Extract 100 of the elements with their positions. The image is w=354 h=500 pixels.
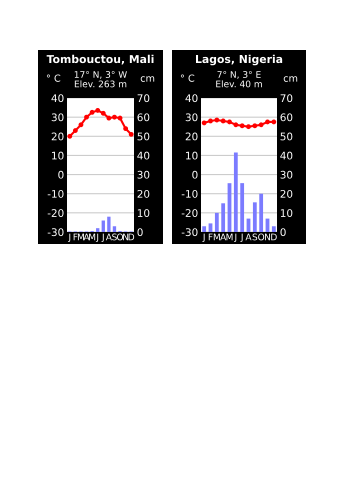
y2-tick-label: 70: [280, 94, 292, 102]
bar: [214, 212, 219, 232]
bar: [96, 228, 100, 232]
x-tick-label: F: [74, 234, 78, 240]
point: [118, 116, 122, 121]
point: [214, 118, 220, 122]
x-tick-label: S: [112, 234, 117, 240]
bar: [208, 223, 212, 232]
y2-tick-label: 0: [137, 228, 143, 236]
point: [78, 122, 84, 128]
chart-subtitle: 17° N, 3° W Elev. 263 m: [74, 71, 127, 88]
y2-tick-label: 0: [280, 228, 286, 236]
y-tick-label: 0: [58, 170, 64, 179]
point: [271, 119, 276, 124]
x-tick-label: N: [265, 234, 270, 240]
y2-tick-label: 20: [280, 190, 292, 198]
x-tick-label: A: [84, 234, 90, 240]
x-tick-label: J: [68, 234, 70, 242]
point: [100, 110, 106, 116]
y2-tick-label: 70: [138, 94, 150, 102]
x-tick-label: J: [101, 234, 104, 242]
y-tick-label: 0: [192, 170, 198, 179]
x-tick-label: O: [258, 234, 264, 240]
y-axis-title: ° C: [180, 74, 194, 82]
x-tick-label: A: [106, 234, 112, 240]
point: [106, 116, 112, 121]
x-tick-label: M: [226, 234, 233, 240]
y2-tick-label: 60: [280, 113, 292, 122]
x-tick-label: O: [116, 234, 124, 240]
y-tick-label: -30: [48, 228, 64, 236]
x-tick-label: S: [252, 234, 258, 240]
bar: [234, 152, 238, 232]
y2-tick-label: 10: [138, 209, 150, 217]
x-tick-label: N: [123, 234, 128, 240]
y-tick-label: -30: [182, 228, 198, 236]
bar: [259, 194, 264, 232]
y-tick-label: 40: [51, 94, 64, 102]
y2-tick-label: 10: [280, 209, 292, 217]
y2-axis-title: cm: [284, 76, 298, 82]
bar: [107, 216, 111, 232]
bar: [246, 218, 250, 232]
point: [246, 124, 251, 130]
y2-tick-label: 60: [138, 113, 150, 122]
chart-title: Tombouctou, Mali: [46, 54, 154, 65]
y2-tick-label: 40: [137, 152, 150, 160]
point: [258, 122, 264, 128]
point: [123, 126, 128, 132]
y-tick-label: -20: [48, 209, 64, 217]
point: [67, 134, 72, 139]
y-tick-label: 40: [185, 94, 198, 102]
x-tick-label: M: [214, 234, 220, 240]
chart-title: Lagos, Nigeria: [196, 54, 282, 66]
y2-tick-label: 30: [138, 170, 150, 179]
point: [90, 110, 95, 115]
point: [202, 120, 207, 126]
x-tick-label: D: [128, 234, 134, 240]
point: [240, 123, 245, 128]
point: [252, 123, 258, 128]
y-tick-label: 10: [186, 152, 198, 160]
chart-subtitle: 7° N, 3° E Elev. 40 m: [216, 71, 262, 88]
y-tick-label: -20: [182, 209, 198, 217]
x-tick-label: M: [89, 234, 96, 240]
y-tick-label: 20: [52, 132, 64, 140]
y2-tick-label: 30: [280, 170, 292, 179]
bar: [228, 183, 232, 232]
x-tick-label: M: [78, 234, 84, 240]
x-tick-label: A: [220, 234, 226, 240]
bar: [221, 203, 226, 232]
y2-tick-label: 40: [280, 152, 292, 160]
y-tick-label: -10: [182, 190, 198, 198]
y2-tick-label: 20: [138, 190, 150, 198]
point: [128, 132, 134, 137]
x-tick-label: J: [96, 234, 98, 242]
y-tick-label: 30: [186, 113, 198, 122]
x-tick-label: F: [208, 234, 213, 240]
point: [95, 108, 100, 113]
y2-axis-title: cm: [140, 76, 154, 82]
y2-tick-label: 50: [280, 132, 292, 140]
bar: [266, 218, 270, 232]
y-tick-label: 20: [186, 132, 198, 140]
y-tick-label: 30: [52, 113, 64, 122]
bar: [252, 202, 257, 232]
y-tick-label: -10: [48, 190, 64, 198]
y-axis-title: ° C: [46, 74, 60, 82]
point: [265, 119, 270, 124]
x-tick-label: A: [245, 234, 252, 240]
point: [84, 114, 89, 120]
y-tick-label: 10: [52, 152, 64, 160]
x-tick-label: D: [271, 234, 277, 240]
point: [112, 114, 117, 120]
x-tick-label: J: [202, 234, 205, 242]
point: [220, 118, 226, 124]
y2-tick-label: 50: [138, 132, 150, 140]
bar: [102, 220, 105, 232]
point: [72, 128, 78, 133]
x-tick-label: J: [234, 234, 236, 242]
bar: [240, 183, 244, 232]
point: [227, 119, 232, 124]
x-tick-label: J: [240, 234, 243, 242]
point: [233, 122, 238, 128]
